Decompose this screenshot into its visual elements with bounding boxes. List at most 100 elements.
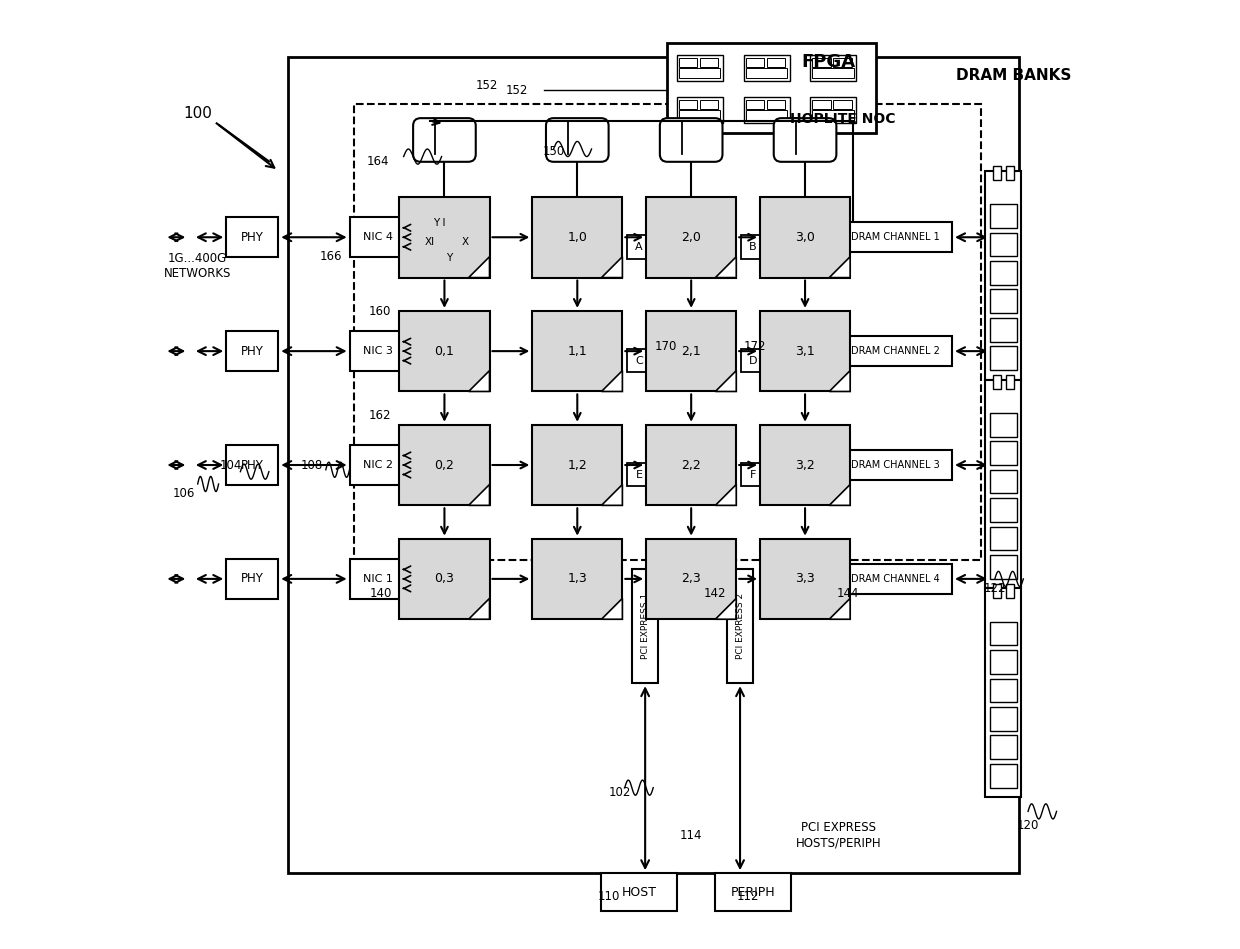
Polygon shape	[830, 370, 851, 391]
Text: 2,3: 2,3	[681, 572, 701, 586]
FancyBboxPatch shape	[660, 119, 723, 161]
Text: 2,0: 2,0	[681, 231, 701, 244]
FancyBboxPatch shape	[993, 166, 1001, 180]
Text: 160: 160	[368, 305, 391, 318]
FancyBboxPatch shape	[699, 58, 718, 66]
FancyBboxPatch shape	[627, 348, 651, 372]
FancyBboxPatch shape	[226, 217, 278, 257]
Text: HOST: HOST	[621, 885, 656, 899]
FancyBboxPatch shape	[760, 425, 851, 505]
Text: 152: 152	[506, 84, 528, 97]
Text: 150: 150	[542, 145, 564, 158]
Text: 110: 110	[598, 890, 620, 903]
FancyBboxPatch shape	[226, 331, 278, 371]
FancyBboxPatch shape	[990, 346, 1017, 370]
Polygon shape	[601, 370, 622, 391]
FancyBboxPatch shape	[811, 98, 857, 123]
Text: C: C	[635, 356, 642, 365]
Text: 144: 144	[837, 586, 859, 600]
FancyBboxPatch shape	[812, 100, 831, 109]
Text: PHY: PHY	[241, 344, 264, 358]
FancyBboxPatch shape	[990, 650, 1017, 674]
Text: 3,2: 3,2	[795, 458, 815, 472]
FancyBboxPatch shape	[350, 217, 407, 257]
Polygon shape	[830, 256, 851, 277]
FancyBboxPatch shape	[838, 336, 952, 366]
Text: 3,3: 3,3	[795, 572, 815, 586]
FancyBboxPatch shape	[812, 110, 853, 121]
FancyBboxPatch shape	[350, 445, 407, 485]
Text: 2,2: 2,2	[681, 458, 701, 472]
Text: NIC 2: NIC 2	[363, 460, 393, 470]
FancyBboxPatch shape	[993, 375, 1001, 389]
FancyBboxPatch shape	[986, 380, 1022, 588]
Text: PHY: PHY	[241, 231, 264, 244]
Text: PCI EXPRESS 1: PCI EXPRESS 1	[641, 593, 650, 660]
Text: NIC 4: NIC 4	[363, 233, 393, 242]
Text: HOPLITE NOC: HOPLITE NOC	[790, 112, 895, 125]
FancyBboxPatch shape	[742, 234, 765, 258]
FancyBboxPatch shape	[399, 197, 490, 277]
FancyBboxPatch shape	[990, 318, 1017, 342]
FancyBboxPatch shape	[678, 68, 720, 79]
FancyBboxPatch shape	[532, 311, 622, 391]
Text: 172: 172	[744, 340, 766, 353]
FancyBboxPatch shape	[1006, 166, 1014, 180]
FancyBboxPatch shape	[838, 450, 952, 480]
FancyBboxPatch shape	[811, 55, 857, 82]
FancyBboxPatch shape	[990, 622, 1017, 645]
FancyBboxPatch shape	[667, 43, 877, 133]
Polygon shape	[715, 598, 737, 619]
Polygon shape	[715, 256, 737, 277]
FancyBboxPatch shape	[677, 55, 723, 82]
FancyBboxPatch shape	[990, 441, 1017, 465]
Text: DRAM CHANNEL 1: DRAM CHANNEL 1	[851, 233, 940, 242]
Text: 102: 102	[609, 786, 631, 799]
Text: Y: Y	[446, 253, 453, 263]
FancyBboxPatch shape	[745, 58, 764, 66]
Polygon shape	[469, 256, 490, 277]
Text: 162: 162	[368, 409, 391, 422]
FancyBboxPatch shape	[742, 348, 765, 372]
Text: 1,2: 1,2	[568, 458, 588, 472]
FancyBboxPatch shape	[627, 463, 651, 487]
FancyBboxPatch shape	[990, 261, 1017, 285]
Text: 3,0: 3,0	[795, 231, 815, 244]
Text: 1G...400G
NETWORKS: 1G...400G NETWORKS	[164, 251, 232, 280]
Text: X: X	[461, 237, 469, 247]
FancyBboxPatch shape	[678, 100, 697, 109]
Polygon shape	[601, 484, 622, 505]
Text: 3,1: 3,1	[795, 344, 815, 358]
Polygon shape	[469, 370, 490, 391]
Text: 112: 112	[737, 890, 759, 903]
Text: 1,3: 1,3	[568, 572, 588, 586]
FancyBboxPatch shape	[993, 584, 1001, 598]
FancyBboxPatch shape	[715, 873, 791, 911]
Text: DRAM CHANNEL 3: DRAM CHANNEL 3	[851, 460, 940, 470]
Text: 140: 140	[370, 586, 392, 600]
Text: 108: 108	[300, 458, 322, 472]
FancyBboxPatch shape	[745, 68, 787, 79]
FancyBboxPatch shape	[760, 197, 851, 277]
Text: 0,2: 0,2	[434, 458, 454, 472]
FancyBboxPatch shape	[833, 100, 852, 109]
Text: 164: 164	[367, 155, 389, 168]
Text: 0,3: 0,3	[434, 572, 454, 586]
FancyBboxPatch shape	[990, 679, 1017, 702]
FancyBboxPatch shape	[812, 58, 831, 66]
FancyBboxPatch shape	[699, 100, 718, 109]
Polygon shape	[601, 256, 622, 277]
Text: 0,1: 0,1	[434, 344, 454, 358]
Text: NIC 1: NIC 1	[363, 574, 393, 584]
FancyBboxPatch shape	[745, 110, 787, 121]
FancyBboxPatch shape	[742, 463, 765, 487]
Polygon shape	[715, 484, 737, 505]
FancyBboxPatch shape	[986, 588, 1022, 797]
FancyBboxPatch shape	[990, 527, 1017, 550]
Text: DRAM CHANNEL 4: DRAM CHANNEL 4	[851, 574, 940, 584]
FancyBboxPatch shape	[766, 100, 785, 109]
Polygon shape	[469, 484, 490, 505]
FancyBboxPatch shape	[766, 58, 785, 66]
Text: 120: 120	[1017, 819, 1039, 832]
Text: PERIPH: PERIPH	[730, 885, 775, 899]
